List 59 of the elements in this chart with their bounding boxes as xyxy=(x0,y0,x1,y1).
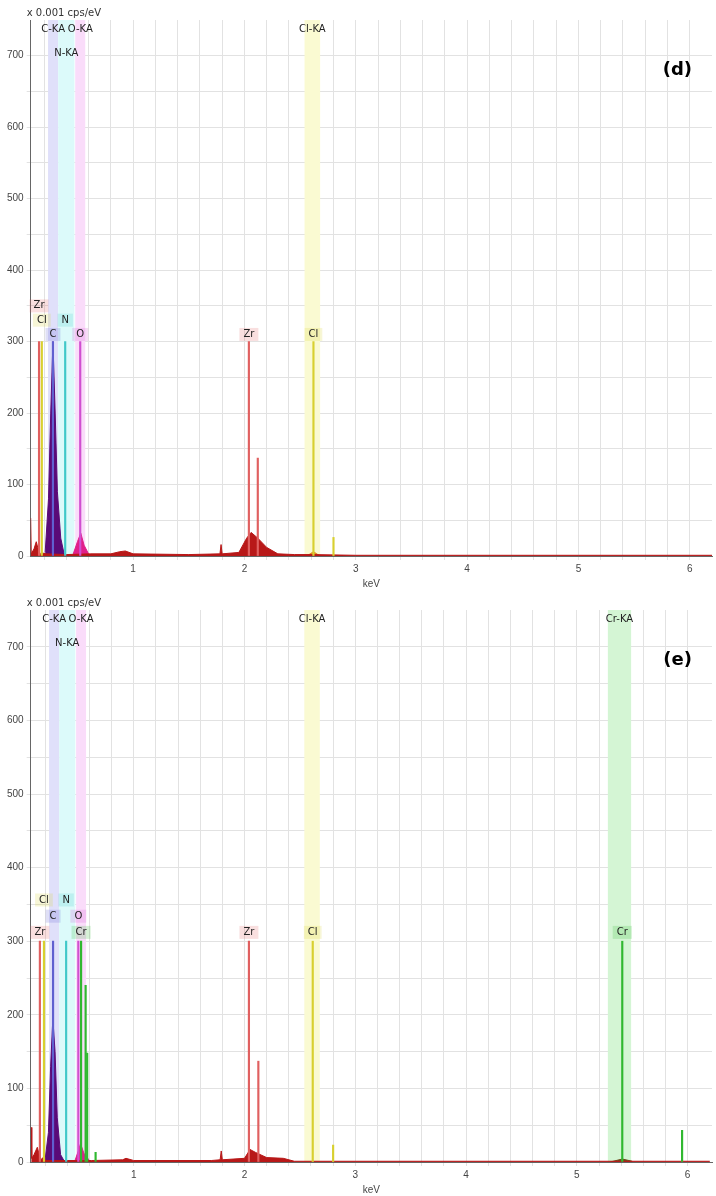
y-tick-label: 500 xyxy=(7,192,25,204)
x-tick-label: 3 xyxy=(352,562,359,574)
annotation: C xyxy=(49,328,57,340)
band-label: C-KA xyxy=(41,22,66,34)
band-label: Cl-KA xyxy=(299,22,326,34)
annotation: Zr xyxy=(33,299,46,311)
x-tick-label: 6 xyxy=(686,562,693,574)
y-tick-label: 100 xyxy=(7,1082,25,1094)
annotation: Zr xyxy=(34,925,47,937)
band-label: Cl-KA xyxy=(298,612,326,624)
annotation: O xyxy=(76,328,85,340)
annotation: Zr xyxy=(243,328,256,340)
y-tick-label: 0 xyxy=(18,1155,25,1167)
y-tick-label: 500 xyxy=(7,787,25,799)
y-tick-label: 300 xyxy=(7,335,25,347)
x-tick-label: 1 xyxy=(130,562,137,574)
annotation: O xyxy=(74,909,83,921)
x-tick-label: 5 xyxy=(575,562,582,574)
annotation: N xyxy=(62,893,70,905)
annotation: Cl xyxy=(307,925,318,937)
annotation: N xyxy=(61,313,69,325)
annotation: C xyxy=(49,909,57,921)
y-axis-title: x 0.001 cps/eV xyxy=(26,596,102,608)
annotation: (e) xyxy=(663,647,692,669)
annotation: Cl xyxy=(39,893,49,905)
y-tick-label: 200 xyxy=(7,1008,25,1020)
x-tick-label: 2 xyxy=(241,562,248,574)
band-label: O-KA xyxy=(68,612,94,624)
x-tick-label: 6 xyxy=(684,1168,691,1180)
x-axis-title: keV xyxy=(362,1183,381,1195)
annotation: Cr xyxy=(616,925,629,937)
y-tick-label: 100 xyxy=(7,478,25,490)
band-label: C-KA xyxy=(42,612,67,624)
y-tick-label: 300 xyxy=(7,934,25,946)
y-tick-label: 600 xyxy=(7,120,25,132)
y-tick-label: 700 xyxy=(7,640,25,652)
x-tick-label: 2 xyxy=(241,1168,248,1180)
x-tick-label: 4 xyxy=(464,562,471,574)
x-tick-label: 4 xyxy=(463,1168,470,1180)
annotation: Zr xyxy=(243,925,256,937)
x-tick-label: 5 xyxy=(574,1168,581,1180)
annotation: (d) xyxy=(662,57,692,79)
x-tick-label: 3 xyxy=(352,1168,359,1180)
band-label: Cr-KA xyxy=(605,612,634,624)
y-tick-label: 400 xyxy=(7,861,25,873)
y-tick-label: 0 xyxy=(18,549,25,561)
annotation: Cl xyxy=(36,313,47,325)
y-axis-title: x 0.001 cps/eV xyxy=(26,6,102,18)
band-label: N-KA xyxy=(55,636,80,648)
annotation: Cr xyxy=(75,925,88,937)
x-tick-label: 1 xyxy=(130,1168,137,1180)
y-tick-label: 700 xyxy=(7,49,25,61)
band-label: O-KA xyxy=(67,22,93,34)
x-axis-title: keV xyxy=(362,577,381,589)
y-tick-label: 600 xyxy=(7,714,25,726)
band-label: N-KA xyxy=(54,46,79,58)
annotation: Cl xyxy=(308,328,319,340)
y-tick-label: 400 xyxy=(7,263,25,275)
y-tick-label: 200 xyxy=(7,406,25,418)
